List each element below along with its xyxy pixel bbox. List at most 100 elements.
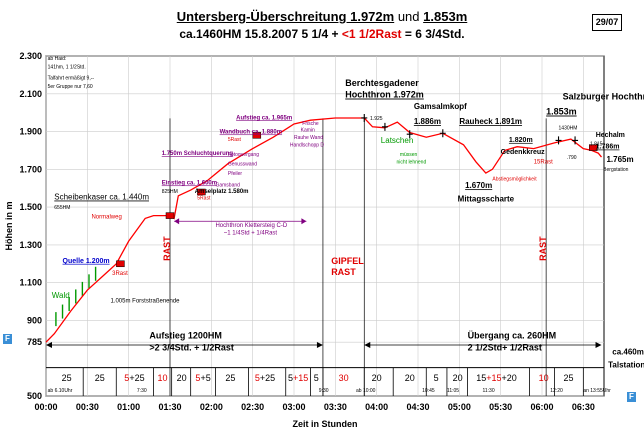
annotation-handlschoppo: Handlschopp D xyxy=(290,143,325,149)
f-nav-right-icon[interactable]: F xyxy=(627,392,636,402)
segment-part: 30 xyxy=(339,373,349,383)
segment-part: 25 xyxy=(62,373,72,383)
annotation-t-1220: 12:20 xyxy=(550,388,563,394)
annotation-einstieg: Einstieg ca. 1.600m xyxy=(162,180,217,186)
annotation-mittagsscharte: Mittagsscharte xyxy=(458,194,515,203)
aufstieg-arrow-head-right xyxy=(316,342,323,348)
page-badge: 29/07 xyxy=(592,14,622,31)
annotation-abstieg: Abstiegsmöglichkeit xyxy=(492,177,537,183)
subtitle-post: = 6 3/4Std. xyxy=(404,27,465,41)
segment-part: +25 xyxy=(129,373,144,383)
segment-part: 25 xyxy=(225,373,235,383)
annotation-h-1820: 1.820m xyxy=(509,137,533,144)
annotation-hm-655: 655HM xyxy=(54,205,70,211)
annotation-h-790: .790 xyxy=(567,155,577,161)
peak-cross-icon xyxy=(439,129,446,138)
annotation-gamsalm-1886: 1.886m xyxy=(414,117,441,126)
annotation-amselplatz: Amselplatz 1.580m xyxy=(195,189,249,195)
annotation-rauheck: Rauheck 1.891m xyxy=(459,117,522,126)
segment-duration: 25 xyxy=(563,373,573,383)
annotation-schluchtquerung: 1.750m Schluchtquerung xyxy=(162,151,234,157)
segment-duration: 20 xyxy=(372,373,382,383)
klettersteig-head-left xyxy=(174,218,180,225)
x-tick-label: 05:30 xyxy=(489,402,512,412)
annotation-ab-haid: ab Haid: xyxy=(48,56,67,62)
subtitle-pre: ca.1460HM 15.8.2007 5 1/4 + xyxy=(179,27,339,41)
annotation-pfeiler: Pfeiler xyxy=(228,171,243,177)
annotation-uebergang-label: Übergang ca. 260HM xyxy=(468,330,557,340)
annotation-h-1925: 1.925 xyxy=(370,116,383,122)
subtitle-rast: <1 1/2Rast xyxy=(341,27,402,41)
rast-marker xyxy=(589,144,598,151)
annotation-frische: Frische xyxy=(302,121,319,127)
segment-part: 25 xyxy=(95,373,105,383)
segment-part: +5 xyxy=(200,373,210,383)
segment-part: 5 xyxy=(124,373,129,383)
x-tick-label: 03:30 xyxy=(324,402,347,412)
annotation-hochthron: Hochthron 1.972m xyxy=(345,90,424,100)
x-tick-label: 03:00 xyxy=(282,402,305,412)
annotation-wandbuch: Wandbuch ca. 1.880m xyxy=(220,129,282,135)
segment-duration: 30 xyxy=(339,373,349,383)
annotation-gruppe: 5er Gruppe nur 7,60 xyxy=(48,84,93,90)
annotation-forststrasse: 1.005m Forststraßenende xyxy=(110,299,180,305)
annotation-ab-610: ab 6.10Uhr xyxy=(48,388,73,394)
segment-part: 5 xyxy=(195,373,200,383)
peak-cross-icon xyxy=(361,113,368,122)
y-tick-label: 500 xyxy=(27,391,42,401)
elevation-profile-line xyxy=(45,117,603,343)
rast-vertical-label-rast-right: RAST xyxy=(538,236,548,261)
segment-part: 5 xyxy=(288,373,293,383)
annotation-t-1105: 11:05 xyxy=(447,388,459,394)
x-tick-label: 02:30 xyxy=(241,402,264,412)
y-tick-label: 1.900 xyxy=(19,127,42,137)
segment-part: +25 xyxy=(260,373,275,383)
x-tick-label: 02:00 xyxy=(200,402,223,412)
annotation-bergstation: Bergstation xyxy=(603,167,629,173)
title-part2: 1.853m xyxy=(423,9,468,24)
segment-duration: 5+15 xyxy=(288,373,308,383)
segment-duration: 25 xyxy=(95,373,105,383)
peak-cross-icon xyxy=(555,136,562,145)
segment-duration: 5+5 xyxy=(195,373,210,383)
f-nav-left-icon[interactable]: F xyxy=(3,334,12,344)
annotation-normalweg: Normalweg xyxy=(91,214,121,220)
x-tick-label: 01:00 xyxy=(117,402,140,412)
y-tick-label: 900 xyxy=(27,315,42,325)
segment-duration: 25 xyxy=(62,373,72,383)
rast-marker xyxy=(116,260,125,268)
annotation-salzburger: Salzburger Hochthron xyxy=(563,91,644,101)
y-tick-label: 2.100 xyxy=(19,89,42,99)
annotation-t-1130: 11:30 xyxy=(482,388,494,394)
annotation-aufstieg-1965: Aufstieg ca. 1.965m xyxy=(236,115,292,121)
y-tick-label: 1.700 xyxy=(19,164,42,174)
x-tick-label: 05:00 xyxy=(448,402,471,412)
chart-title: Untersberg-Überschreitung 1.972m und 1.8… xyxy=(0,9,644,24)
segment-part: 5 xyxy=(314,373,319,383)
annotation-kamin: Kamin xyxy=(301,128,315,134)
segment-duration: 25 xyxy=(225,373,235,383)
annotation-h-1815: 1.815 xyxy=(590,142,603,148)
annotation-gipfel-rast: RAST xyxy=(331,267,356,277)
title-part1: Untersberg-Überschreitung 1.972m xyxy=(176,9,395,24)
annotation-rast-5b: 5Rast xyxy=(197,196,211,202)
annotation-t-730: 7:30 xyxy=(137,388,147,394)
annotation-h-1765: 1.765m xyxy=(606,155,633,164)
annotation-latschen: Latschen xyxy=(381,136,413,145)
annotation-uebergang-time: 2 1/2Std+ 1/2Rast xyxy=(468,343,542,353)
chart-subtitle: ca.1460HM 15.8.2007 5 1/4 + <1 1/2Rast =… xyxy=(0,27,644,41)
annotation-hm-460: ca.460m xyxy=(612,347,644,356)
annotation-t-930: 9:30 xyxy=(319,388,329,394)
segment-part: 5 xyxy=(255,373,260,383)
aufstieg-arrow-head-left xyxy=(46,342,52,348)
uebergang-arrow-head-right xyxy=(595,342,602,348)
segment-duration: 5+25 xyxy=(124,373,144,383)
title-und: und xyxy=(397,9,420,24)
segment-duration: 20 xyxy=(453,373,463,383)
x-tick-label: 06:30 xyxy=(572,402,595,412)
segment-part: +15 xyxy=(486,373,501,383)
segment-part: 10 xyxy=(539,373,549,383)
segment-duration: 20 xyxy=(405,373,415,383)
annotation-klettersteig: Hochthron Klettersteig C-D xyxy=(215,223,287,229)
segment-part: 15 xyxy=(476,373,486,383)
